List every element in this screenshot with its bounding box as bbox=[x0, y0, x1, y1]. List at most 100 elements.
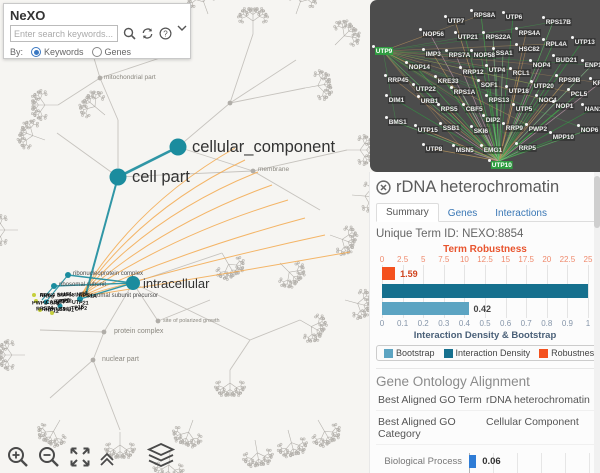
go-bar-value: 0.06 bbox=[482, 456, 501, 467]
gene-node-UTP13[interactable]: UTP13 bbox=[574, 38, 596, 46]
gene-node-NOP1[interactable]: NOP1 bbox=[555, 102, 575, 110]
gene-node-dot bbox=[515, 27, 518, 30]
gene-node-RCL1[interactable]: RCL1 bbox=[512, 69, 531, 77]
top-tick: 5 bbox=[420, 255, 426, 264]
radio-genes[interactable] bbox=[91, 47, 102, 57]
gene-node-UTP20[interactable]: UTP20 bbox=[533, 82, 555, 90]
gene-node-RRP12[interactable]: RRP12 bbox=[462, 68, 485, 76]
gene-node-RRP45[interactable]: RRP45 bbox=[387, 76, 410, 84]
gene-node-RPS5[interactable]: RPS5 bbox=[440, 105, 459, 113]
help-icon[interactable]: ? bbox=[159, 27, 172, 40]
gene-node-dot bbox=[470, 125, 473, 128]
gene-node-dot bbox=[482, 114, 485, 117]
bottom-tick: 0 bbox=[379, 319, 385, 328]
scrollbar-thumb[interactable] bbox=[594, 176, 600, 228]
refresh-icon[interactable] bbox=[141, 27, 154, 40]
gene-node-UTP6[interactable]: UTP6 bbox=[505, 13, 524, 21]
gene-node-PWP2[interactable]: PWP2 bbox=[528, 125, 548, 133]
gene-node-dot bbox=[405, 61, 408, 64]
gene-node-URB1[interactable]: URB1 bbox=[420, 97, 440, 105]
gene-node-UTP5[interactable]: UTP5 bbox=[515, 105, 534, 113]
gene-node-UTP15[interactable]: UTP15 bbox=[417, 126, 439, 134]
radio-keywords[interactable] bbox=[31, 47, 42, 57]
collapse-panel-icon[interactable] bbox=[177, 24, 187, 32]
gene-node-KRR1[interactable]: KRR1 bbox=[592, 79, 600, 87]
gene-node-UTP9[interactable]: UTP9 bbox=[375, 47, 394, 55]
gene-node-NOP56[interactable]: NOP56 bbox=[422, 30, 445, 38]
gene-node-RPS7A[interactable]: RPS7A bbox=[448, 51, 472, 59]
gene-node-RRP5[interactable]: RRP5 bbox=[518, 144, 537, 152]
gene-node-MPP10[interactable]: MPP10 bbox=[552, 133, 575, 141]
term-node-intracellular[interactable] bbox=[126, 276, 140, 290]
gene-node-RPS9B[interactable]: RPS9B bbox=[558, 76, 582, 84]
gene-node-NOP6[interactable]: NOP6 bbox=[580, 126, 600, 134]
term-robustness-chart: Term Robustness 0 2.5 5 7.5 10 12.5 15 17.5 20 22… bbox=[376, 244, 600, 361]
gene-node-dot bbox=[385, 116, 388, 119]
search-icon[interactable] bbox=[123, 27, 136, 40]
gene-node-KRE33[interactable]: KRE33 bbox=[437, 77, 460, 85]
gene-node-UTP18[interactable]: UTP18 bbox=[508, 87, 530, 95]
fit-to-screen-icon[interactable] bbox=[68, 445, 92, 469]
gene-node-dot bbox=[434, 75, 437, 78]
gene-node-RPS22A[interactable]: RPS22A bbox=[485, 33, 512, 41]
bottom-axis-ticks: 0 0.1 0.2 0.3 0.4 0.5 0.6 0.7 0.8 0.9 1 bbox=[379, 319, 590, 328]
close-icon[interactable] bbox=[376, 180, 391, 195]
gene-network-panel[interactable]: RPS8A UTP6 RPS17B UTP7 NOP56 UTP21 RPS22A RPS4A… bbox=[370, 0, 600, 172]
gene-node-dot bbox=[417, 95, 420, 98]
gene-node-UTP4[interactable]: UTP4 bbox=[488, 66, 507, 74]
gene-node-SSA1[interactable]: SSA1 bbox=[495, 49, 514, 57]
gene-node-NOP4[interactable]: NOP4 bbox=[532, 61, 552, 69]
gene-node-UTP10[interactable]: UTP10 bbox=[491, 161, 513, 169]
go-term-label: Best Aligned GO Term bbox=[378, 394, 482, 406]
term-node-cell-part[interactable] bbox=[109, 168, 127, 186]
collapse-all-icon[interactable] bbox=[99, 451, 115, 467]
tab-genes[interactable]: Genes bbox=[447, 208, 478, 219]
gene-node-EMG1[interactable]: EMG1 bbox=[483, 146, 503, 154]
gene-node-ENP1[interactable]: ENP1 bbox=[584, 61, 600, 69]
gene-node-SOF1[interactable]: SOF1 bbox=[480, 81, 499, 89]
gene-node-RPS4A[interactable]: RPS4A bbox=[518, 29, 542, 37]
gene-node-RPS1A[interactable]: RPS1A bbox=[453, 88, 477, 96]
gene-node-dot bbox=[525, 123, 528, 126]
gene-node-NOC4[interactable]: NOC4 bbox=[538, 96, 558, 104]
gene-node-UTP22[interactable]: UTP22 bbox=[415, 85, 437, 93]
gene-node-UTP8[interactable]: UTP8 bbox=[425, 145, 444, 153]
zoom-out-icon[interactable] bbox=[37, 445, 61, 469]
term-node-cellular-component[interactable] bbox=[169, 138, 187, 156]
gene-node-NOP14[interactable]: NOP14 bbox=[408, 63, 431, 71]
gene-node-HSC82[interactable]: HSC82 bbox=[518, 45, 541, 53]
gene-node-RPS17B[interactable]: RPS17B bbox=[545, 18, 572, 26]
scrollbar-track[interactable] bbox=[594, 172, 600, 473]
gene-node-RRP9[interactable]: RRP9 bbox=[505, 124, 524, 132]
zoom-in-icon[interactable] bbox=[6, 445, 30, 469]
gene-node-RPL4A[interactable]: RPL4A bbox=[545, 40, 568, 48]
bottom-tick: 0.6 bbox=[500, 319, 512, 328]
gene-node-BMS1[interactable]: BMS1 bbox=[388, 118, 408, 126]
search-input[interactable] bbox=[10, 25, 118, 42]
gene-node-UTP7[interactable]: UTP7 bbox=[447, 17, 466, 25]
layers-icon[interactable] bbox=[146, 443, 176, 469]
gene-node-UTP21[interactable]: UTP21 bbox=[457, 33, 479, 41]
gene-node-IMP3[interactable]: IMP3 bbox=[425, 50, 442, 58]
svg-text:?: ? bbox=[163, 29, 168, 38]
tab-summary[interactable]: Summary bbox=[376, 203, 439, 222]
gene-node-dot bbox=[412, 83, 415, 86]
gene-node-DIP2[interactable]: DIP2 bbox=[485, 116, 501, 124]
gene-node-dot bbox=[535, 94, 538, 97]
gene-node-NOP58[interactable]: NOP58 bbox=[473, 51, 496, 59]
gene-node-dot bbox=[529, 59, 532, 62]
gene-node-RPS13[interactable]: RPS13 bbox=[488, 96, 510, 104]
gene-node-NAN1[interactable]: NAN1 bbox=[584, 105, 600, 113]
gene-node-dot bbox=[542, 16, 545, 19]
gene-node-PCL5[interactable]: PCL5 bbox=[570, 90, 589, 98]
gene-node-BUD21[interactable]: BUD21 bbox=[555, 56, 578, 64]
gene-node-SKI6[interactable]: SKI6 bbox=[473, 127, 489, 135]
gene-node-RPS8A[interactable]: RPS8A bbox=[473, 11, 497, 19]
gene-node-CBF5[interactable]: CBF5 bbox=[465, 105, 484, 113]
search-panel: NeXO ? By: Keywords Genes bbox=[3, 3, 191, 59]
gene-node-MSN5[interactable]: MSN5 bbox=[455, 146, 475, 154]
gene-node-SSB1[interactable]: SSB1 bbox=[442, 124, 461, 132]
tab-interactions[interactable]: Interactions bbox=[495, 208, 547, 219]
detail-tabs: Summary Genes Interactions bbox=[376, 203, 594, 222]
gene-node-DIM1[interactable]: DIM1 bbox=[388, 96, 405, 104]
